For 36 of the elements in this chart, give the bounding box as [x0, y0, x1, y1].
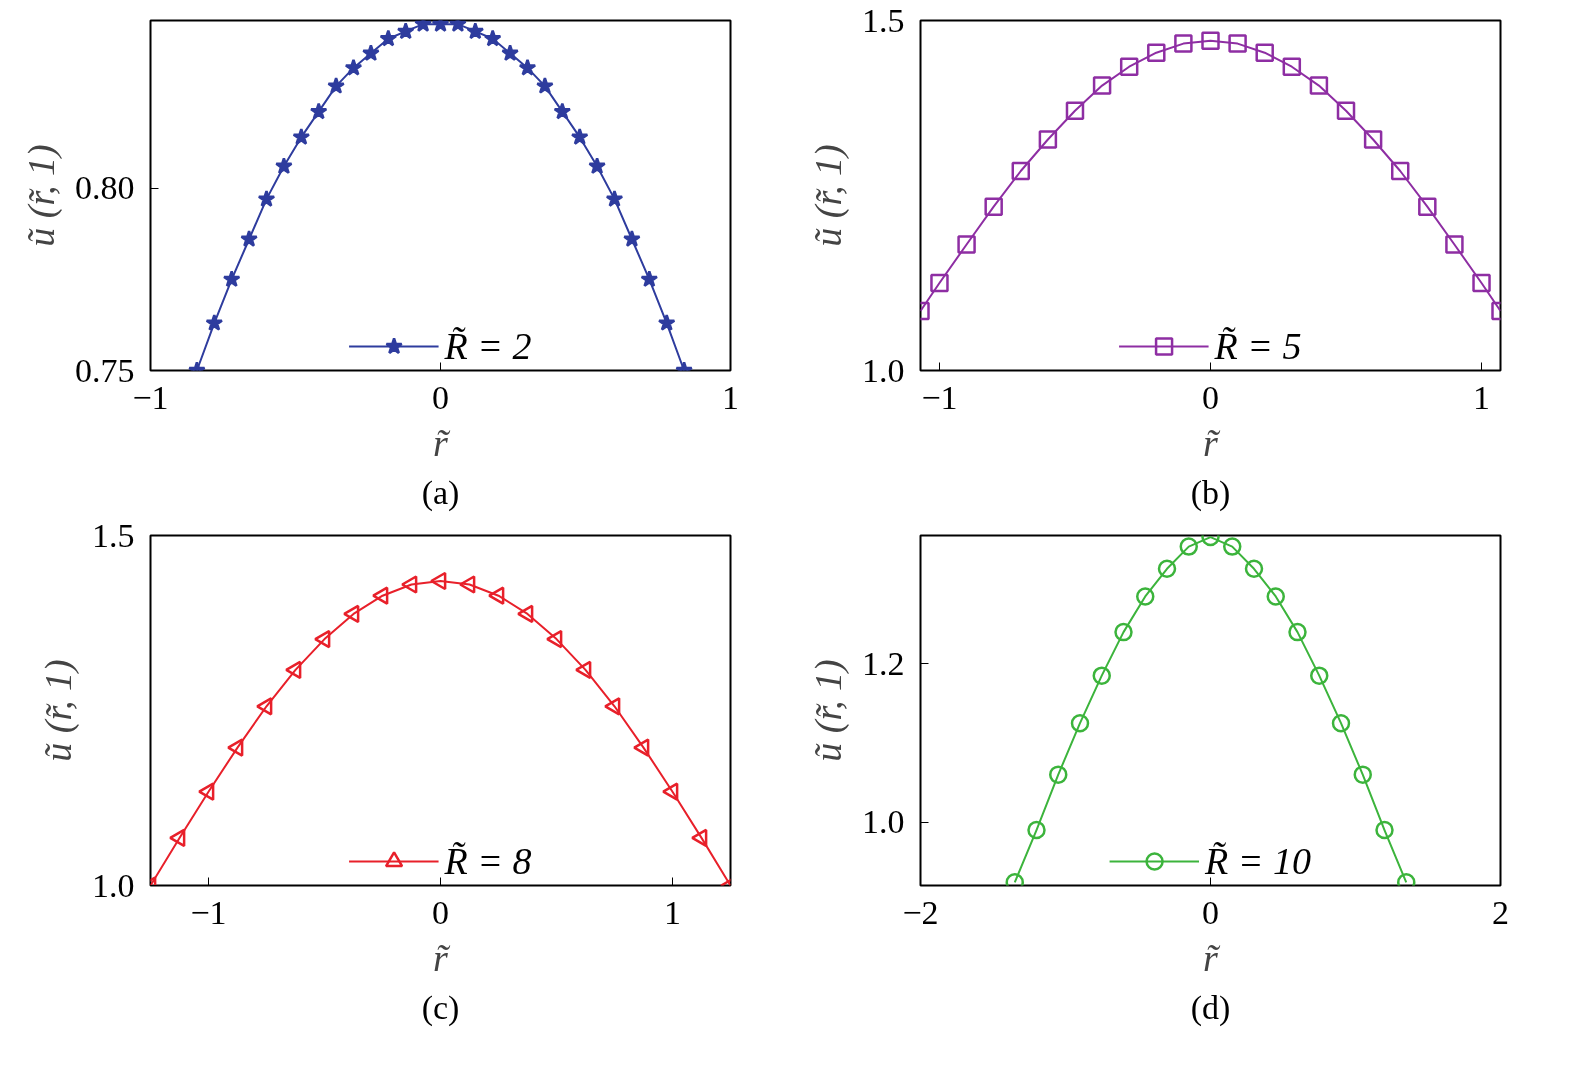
legend-label: R̃ = 2 — [444, 324, 532, 368]
y-tick-label: 1.2 — [862, 644, 905, 682]
x-axis-title: r̃ — [1203, 936, 1222, 979]
x-tick-label: 2 — [1492, 893, 1509, 931]
y-axis-title: ũ (r̃, 1) — [20, 144, 63, 247]
x-axis-title: r̃ — [433, 936, 452, 979]
legend-label: R̃ = 8 — [444, 839, 532, 883]
legend-label: R̃ = 5 — [1214, 324, 1302, 368]
x-tick-label: −1 — [132, 378, 169, 416]
x-tick-label: −1 — [190, 893, 227, 931]
text: (a) — [421, 473, 460, 512]
x-tick-label: 1 — [722, 378, 739, 416]
x-tick-label: 0 — [432, 893, 449, 931]
y-axis-title: ũ (r̃, 1) — [807, 659, 850, 762]
text: (b) — [1190, 473, 1231, 512]
x-tick-label: 0 — [432, 378, 449, 416]
x-tick-label: 1 — [664, 893, 681, 931]
y-tick-label: 1.5 — [862, 1, 905, 39]
x-tick-label: −2 — [902, 893, 939, 931]
y-tick-label: 1.0 — [862, 803, 905, 841]
text: (d) — [1190, 988, 1231, 1027]
x-axis-title: r̃ — [1203, 421, 1222, 464]
x-tick-label: 1 — [1473, 378, 1491, 416]
text: (c) — [421, 988, 460, 1027]
y-tick-label: 0.80 — [75, 169, 135, 207]
x-tick-label: −1 — [921, 378, 958, 416]
y-axis-title: ũ (r̃, 1) — [807, 144, 850, 247]
legend-label: R̃ = 10 — [1205, 839, 1311, 883]
y-tick-label: 1.0 — [92, 866, 135, 904]
x-tick-label: 0 — [1202, 378, 1219, 416]
x-tick-label: 0 — [1202, 893, 1219, 931]
y-tick-label: 1.5 — [92, 516, 135, 554]
y-tick-label: 0.75 — [75, 351, 135, 389]
x-axis-title: r̃ — [433, 421, 452, 464]
y-tick-label: 1.0 — [862, 351, 905, 389]
y-axis-title: ũ (r̃, 1) — [37, 659, 80, 762]
